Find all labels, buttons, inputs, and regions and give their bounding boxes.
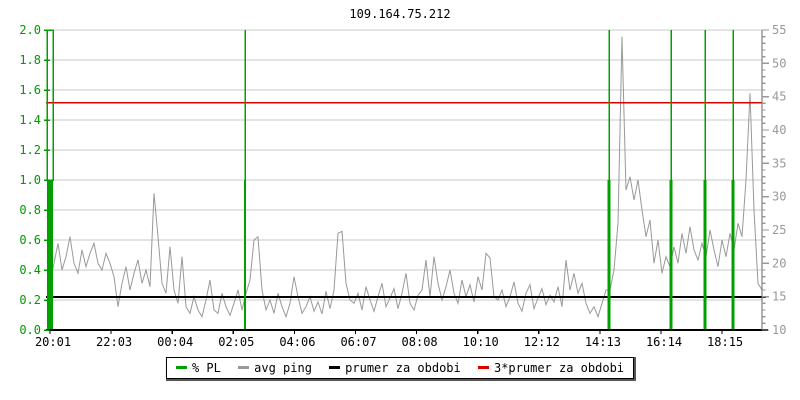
svg-text:02:05: 02:05 [218, 335, 254, 349]
svg-text:1.8: 1.8 [19, 53, 41, 67]
pl-bar [669, 180, 673, 330]
y-axis-right: 55 50 45 40 35 30 25 20 15 10 [762, 23, 786, 337]
svg-text:1.2: 1.2 [19, 143, 41, 157]
pl-bar [703, 180, 707, 330]
legend-item-3x-average: 3*prumer za obdobi [477, 361, 625, 375]
svg-text:22:03: 22:03 [96, 335, 132, 349]
grid-layer [46, 29, 762, 301]
svg-text:00:04: 00:04 [157, 335, 193, 349]
legend-item-pl: % PL [175, 361, 221, 375]
legend-item-average: prumer za obdobi [329, 361, 461, 375]
svg-text:10: 10 [772, 323, 786, 337]
pl-bar [47, 180, 53, 330]
svg-text:16:14: 16:14 [646, 335, 682, 349]
pl-bars [46, 29, 735, 330]
svg-text:12:12: 12:12 [524, 335, 560, 349]
svg-text:55: 55 [772, 23, 786, 37]
svg-text:40: 40 [772, 123, 786, 137]
page-title: 109.164.75.212 [349, 7, 451, 21]
chart-legend: % PL avg ping prumer za obdobi 3*prumer … [165, 357, 635, 379]
svg-text:25: 25 [772, 223, 786, 237]
axes-layer [46, 30, 768, 331]
svg-text:06:07: 06:07 [340, 335, 376, 349]
svg-text:10:10: 10:10 [463, 335, 499, 349]
legend-label: % PL [191, 361, 221, 375]
legend-item-avg-ping: avg ping [238, 361, 312, 375]
svg-text:1.4: 1.4 [19, 113, 41, 127]
svg-text:50: 50 [772, 56, 786, 70]
pl-bar [244, 180, 246, 330]
svg-text:0.8: 0.8 [19, 203, 41, 217]
svg-text:2.0: 2.0 [19, 23, 41, 37]
svg-text:0.2: 0.2 [19, 293, 41, 307]
legend-label: 3*prumer za obdobi [493, 361, 625, 375]
svg-text:20: 20 [772, 256, 786, 270]
svg-text:04:06: 04:06 [279, 335, 315, 349]
svg-text:1.0: 1.0 [19, 173, 41, 187]
svg-text:30: 30 [772, 190, 786, 204]
average-swatch-icon [329, 366, 341, 369]
svg-text:14:13: 14:13 [585, 335, 621, 349]
pl-bar-outline [46, 29, 54, 181]
legend-label: avg ping [254, 361, 312, 375]
pl-swatch-icon [175, 366, 187, 369]
legend-label: prumer za obdobi [345, 361, 461, 375]
pl-bar [607, 180, 611, 330]
avg-ping-swatch-icon [238, 366, 250, 369]
avg-ping-line [49, 36, 763, 319]
threshold-swatch-icon [477, 366, 489, 369]
pl-bar [731, 180, 735, 330]
svg-text:15: 15 [772, 290, 786, 304]
y-axis-left: 2.0 1.8 1.6 1.4 1.2 1.0 0.8 0.6 0.4 0.2 0.0 [19, 23, 50, 337]
svg-text:08:08: 08:08 [402, 335, 438, 349]
x-axis: 20:01 22:03 00:04 02:05 04:06 06:07 08:08 10:10… [35, 330, 743, 349]
svg-text:1.6: 1.6 [19, 83, 41, 97]
svg-text:18:15: 18:15 [707, 335, 743, 349]
svg-text:0.0: 0.0 [19, 323, 41, 337]
svg-text:45: 45 [772, 90, 786, 104]
svg-text:20:01: 20:01 [35, 335, 71, 349]
svg-text:0.6: 0.6 [19, 233, 41, 247]
svg-text:35: 35 [772, 156, 786, 170]
svg-text:0.4: 0.4 [19, 263, 41, 277]
